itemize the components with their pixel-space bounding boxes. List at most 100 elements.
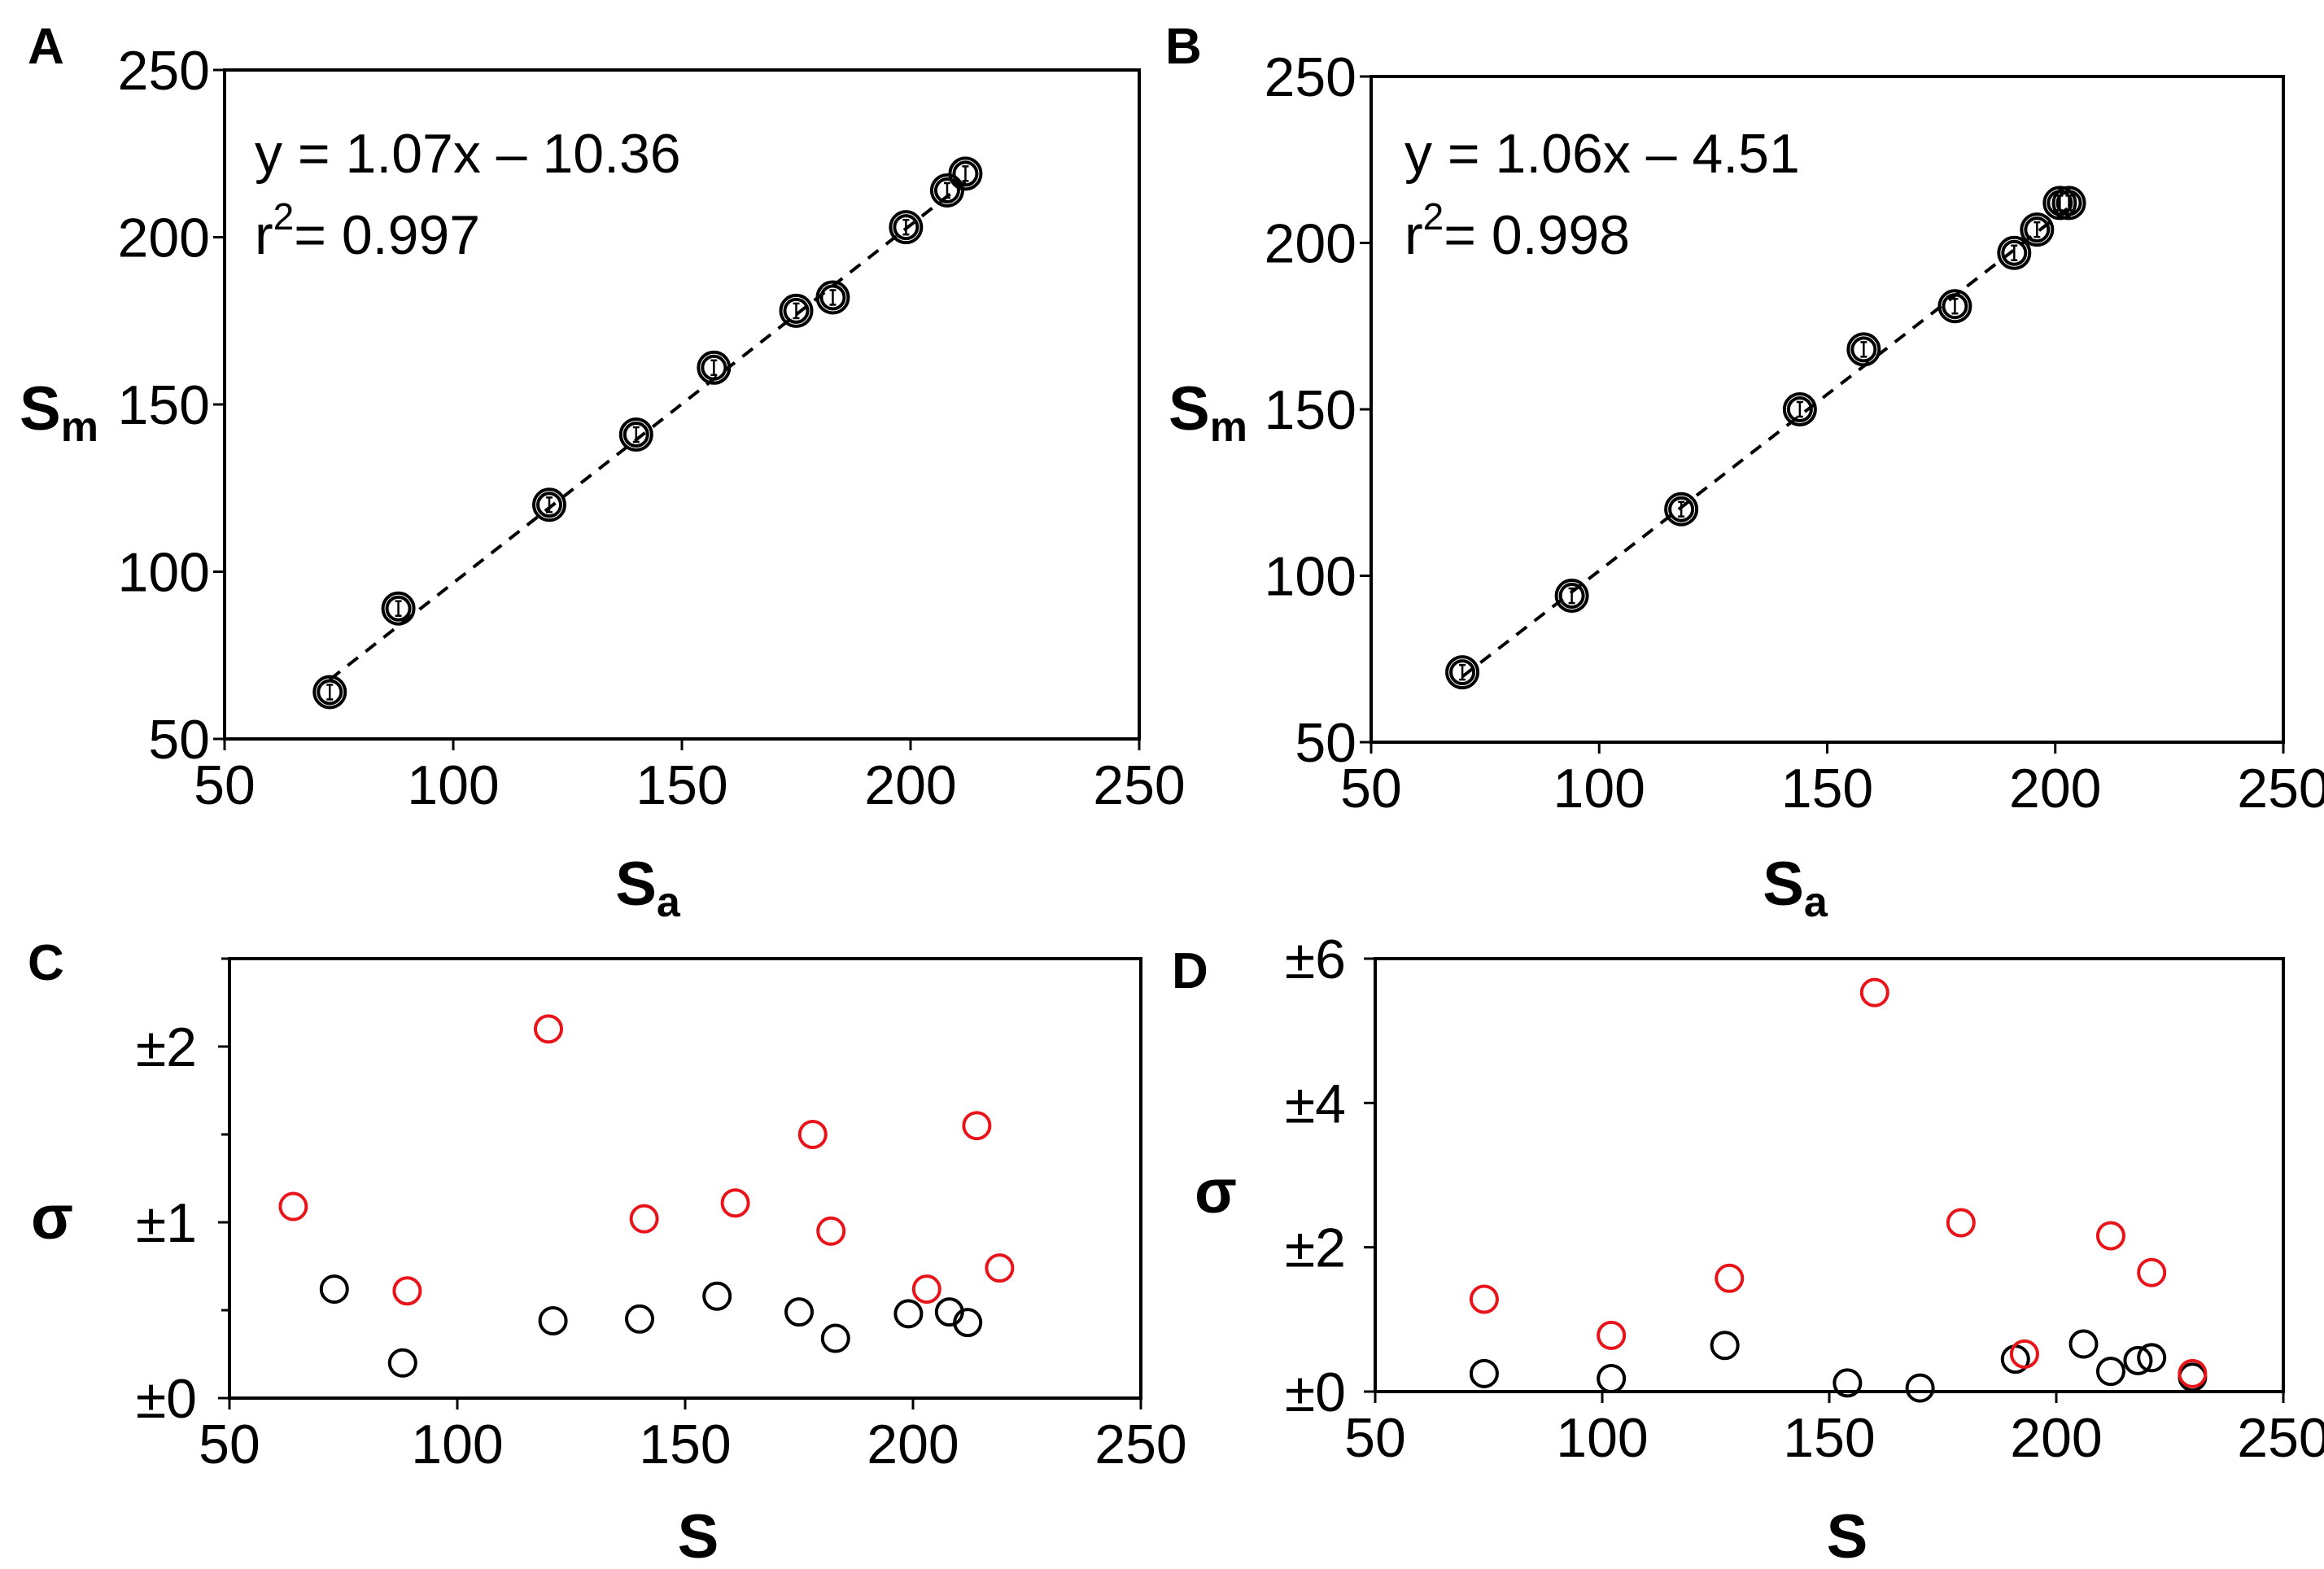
data-point-black: [1710, 1331, 1740, 1361]
fit-line: [1461, 206, 2070, 679]
data-point-red: [1469, 1284, 1499, 1314]
data-point-red: [1597, 1320, 1627, 1350]
panel-b-r2: r2= 0.998: [1404, 195, 1630, 266]
data-point-measured: [1846, 332, 1881, 367]
y-tick-label: ±6: [1285, 929, 1346, 990]
data-point-black: [538, 1305, 568, 1335]
data-point-measured: [1554, 579, 1589, 614]
data-point-red: [2095, 1221, 2125, 1251]
data-point-red: [720, 1188, 750, 1218]
data-point-red: [1715, 1263, 1745, 1293]
panel-a-y-title: Sm: [20, 374, 98, 451]
x-tick-label: 250: [2237, 758, 2324, 819]
data-point-inner-ring: [2001, 239, 2028, 266]
data-point-inner-ring: [1668, 496, 1695, 522]
panel-c-plot-area: 50 100 150 200 250 ±0 ±1 ±2: [136, 957, 1187, 1475]
data-point-inner-ring: [893, 214, 920, 241]
panel-b-y-title: Sm: [1169, 374, 1247, 451]
panel-d-letter: D: [1172, 943, 1208, 999]
data-point-black: [625, 1304, 654, 1334]
data-point-black: [1833, 1368, 1863, 1398]
data-point-black: [784, 1297, 814, 1327]
panel-a: A 50 100 150 200 250 50 100 150 200 250 y = 1.07x…: [20, 19, 1186, 926]
y-tick-label: 150: [1265, 379, 1356, 441]
panel-b: B 50 100 150 200 250 50 100 150 200 250 y = 1.06x…: [1165, 19, 2324, 926]
panel-c-x-title: S: [678, 1502, 719, 1569]
x-tick-label: 200: [864, 754, 956, 816]
data-point-red: [1859, 977, 1889, 1007]
x-tick-label: 200: [2009, 758, 2101, 819]
y-tick-label: ±0: [136, 1368, 197, 1430]
fit-line: [329, 181, 967, 681]
data-point-black: [2095, 1357, 2125, 1387]
data-point-measured: [697, 350, 732, 385]
y-tick-label: 50: [1295, 712, 1356, 774]
x-tick-label: 250: [1094, 1414, 1186, 1475]
panel-b-letter: B: [1165, 19, 1202, 75]
x-tick-label: 100: [411, 1414, 503, 1475]
data-point-red: [1946, 1208, 1976, 1238]
y-tick-label: 200: [1265, 213, 1356, 275]
data-point-measured: [2042, 186, 2077, 221]
data-point-inner-ring: [819, 284, 846, 311]
data-point-measured: [815, 280, 850, 315]
data-point-inner-ring: [701, 354, 727, 381]
y-tick-label: 100: [1265, 546, 1356, 608]
panel-a-r2: r2= 0.997: [255, 195, 480, 266]
data-point-measured: [1997, 235, 2032, 270]
y-tick-label: 250: [118, 40, 210, 102]
data-point-measured: [779, 293, 814, 328]
data-point-black: [820, 1323, 850, 1353]
data-point-red: [2009, 1339, 2039, 1369]
data-point-inner-ring: [1558, 583, 1585, 610]
y-tick-label: ±2: [136, 1016, 197, 1078]
data-point-red: [816, 1216, 846, 1246]
x-tick-label: 100: [1556, 1407, 1648, 1469]
x-tick-label: 50: [1344, 1407, 1406, 1469]
x-tick-label: 150: [1783, 1407, 1875, 1469]
data-point-measured: [948, 156, 983, 191]
data-point-measured: [1937, 289, 1972, 324]
y-tick-label: 50: [148, 709, 210, 771]
data-point-black: [893, 1299, 924, 1329]
x-tick-label: 250: [2237, 1407, 2324, 1469]
data-point-inner-ring: [1786, 396, 1813, 422]
data-point-inner-ring: [317, 679, 343, 706]
panel-b-x-title: Sa: [1763, 850, 1828, 926]
data-point-red: [962, 1111, 992, 1141]
data-point-inner-ring: [1942, 293, 1968, 320]
data-point-inner-ring: [2024, 216, 2051, 243]
data-point-measured: [532, 487, 567, 522]
y-tick-label: ±1: [136, 1192, 197, 1254]
panel-d: D 50 100 150 200 250 ±0 ±2 ±4 ±6 S σ: [1172, 929, 2324, 1569]
x-tick-label: 50: [199, 1414, 260, 1475]
x-tick-label: 50: [194, 754, 256, 816]
y-tick-label: 100: [118, 542, 210, 604]
x-tick-label: 50: [1340, 758, 1402, 819]
data-point-black: [1597, 1364, 1627, 1394]
data-point-measured: [1445, 655, 1480, 690]
data-point-red: [2178, 1358, 2208, 1388]
x-tick-label: 100: [407, 754, 499, 816]
y-tick-label: 200: [118, 208, 210, 269]
data-point-inner-ring: [933, 177, 960, 203]
data-point-inner-ring: [2055, 190, 2082, 216]
panel-d-frame: [1374, 957, 2285, 1393]
y-tick-label: ±0: [1285, 1361, 1346, 1423]
panel-a-equation: y = 1.07x – 10.36: [255, 123, 681, 185]
data-point-black: [387, 1348, 417, 1378]
y-tick-label: 250: [1265, 46, 1356, 108]
x-tick-label: 100: [1553, 758, 1645, 819]
data-point-red: [278, 1191, 308, 1222]
panel-a-letter: A: [28, 19, 64, 75]
panel-c-frame: [228, 957, 1142, 1400]
data-point-black: [2068, 1329, 2099, 1359]
data-point-inner-ring: [783, 297, 810, 324]
data-point-measured: [2020, 212, 2055, 247]
panel-c-y-title: σ: [31, 1183, 73, 1252]
panel-d-plot-area: 50 100 150 200 250 ±0 ±2 ±4 ±6: [1285, 929, 2324, 1469]
data-point-black: [2137, 1343, 2167, 1373]
data-point-measured: [2051, 186, 2086, 221]
data-point-black: [319, 1274, 349, 1305]
